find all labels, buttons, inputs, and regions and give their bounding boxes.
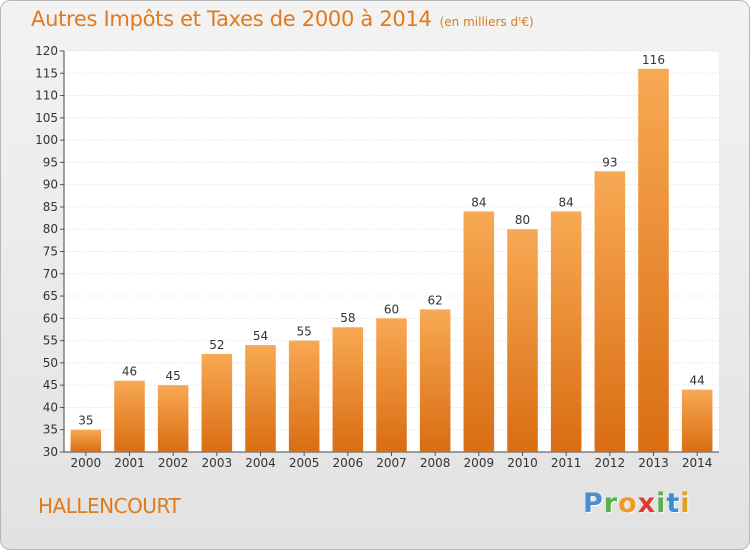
chart-title-text: Autres Impôts et Taxes de 2000 à 2014 [31, 7, 432, 31]
logo-letter: P [583, 488, 604, 519]
bar [507, 229, 538, 452]
data-label: 62 [428, 293, 443, 307]
data-label: 54 [253, 329, 268, 343]
x-tick-label: 2007 [376, 456, 407, 470]
y-tick-label: 75 [43, 245, 58, 259]
x-tick-label: 2011 [551, 456, 582, 470]
x-tick-label: 2005 [289, 456, 320, 470]
logo-letter: i [680, 488, 691, 519]
commune-name: HALLENCOURT [38, 494, 181, 518]
data-label: 80 [515, 213, 530, 227]
x-tick-label: 2012 [595, 456, 626, 470]
x-tick-label: 2001 [114, 456, 145, 470]
chart-title: Autres Impôts et Taxes de 2000 à 2014 (en… [31, 7, 534, 31]
bar [245, 345, 276, 452]
bar [70, 429, 102, 452]
y-tick-label: 40 [43, 400, 58, 414]
data-label: 55 [297, 325, 312, 339]
data-label: 52 [209, 338, 224, 352]
y-tick-label: 35 [43, 423, 58, 437]
data-label: 60 [384, 302, 399, 316]
proxiti-logo: Proxiti [583, 488, 691, 519]
y-tick-label: 105 [35, 111, 58, 125]
y-tick-label: 90 [43, 178, 58, 192]
y-tick-label: 45 [43, 378, 58, 392]
bar [681, 389, 713, 452]
y-tick-label: 95 [43, 155, 58, 169]
bar [550, 211, 582, 452]
bar [376, 318, 407, 452]
logo-letter: o [618, 488, 638, 519]
x-tick-label: 2008 [420, 456, 451, 470]
data-label: 84 [559, 195, 574, 209]
y-tick-label: 80 [43, 222, 58, 236]
logo-letter: i [656, 488, 667, 519]
logo-letter: t [666, 488, 681, 519]
data-label: 116 [642, 53, 665, 67]
data-label: 84 [471, 195, 486, 209]
x-tick-label: 2000 [71, 456, 102, 470]
data-label: 93 [602, 155, 617, 169]
logo-letter: x [637, 488, 657, 519]
unit-label: (en milliers d'€) [439, 15, 534, 29]
x-tick-label: 2014 [682, 456, 713, 470]
bar [157, 385, 189, 452]
y-tick-label: 65 [43, 289, 58, 303]
y-tick-label: 85 [43, 200, 58, 214]
x-tick-label: 2013 [638, 456, 669, 470]
data-label: 35 [78, 414, 93, 428]
y-tick-label: 60 [43, 311, 58, 325]
logo-letter: r [603, 488, 619, 519]
bar [332, 327, 364, 452]
data-label: 44 [690, 374, 705, 388]
data-label: 46 [122, 365, 137, 379]
y-tick-label: 30 [43, 445, 58, 459]
x-tick-label: 2009 [464, 456, 495, 470]
y-tick-label: 115 [35, 66, 58, 80]
bar [201, 353, 233, 452]
x-tick-label: 2002 [158, 456, 189, 470]
y-tick-label: 120 [35, 44, 58, 58]
x-tick-label: 2003 [202, 456, 233, 470]
x-tick-label: 2004 [245, 456, 276, 470]
bar [419, 309, 451, 452]
bar [463, 211, 495, 452]
y-tick-label: 55 [43, 334, 58, 348]
data-label: 58 [340, 311, 355, 325]
y-tick-label: 70 [43, 267, 58, 281]
x-tick-label: 2006 [333, 456, 364, 470]
y-tick-label: 110 [35, 89, 58, 103]
data-label: 45 [166, 369, 181, 383]
bar [288, 340, 320, 452]
bar [594, 171, 626, 453]
bar [638, 68, 669, 453]
x-tick-label: 2010 [507, 456, 538, 470]
y-tick-label: 100 [35, 133, 58, 147]
bar [114, 380, 145, 452]
y-tick-label: 50 [43, 356, 58, 370]
